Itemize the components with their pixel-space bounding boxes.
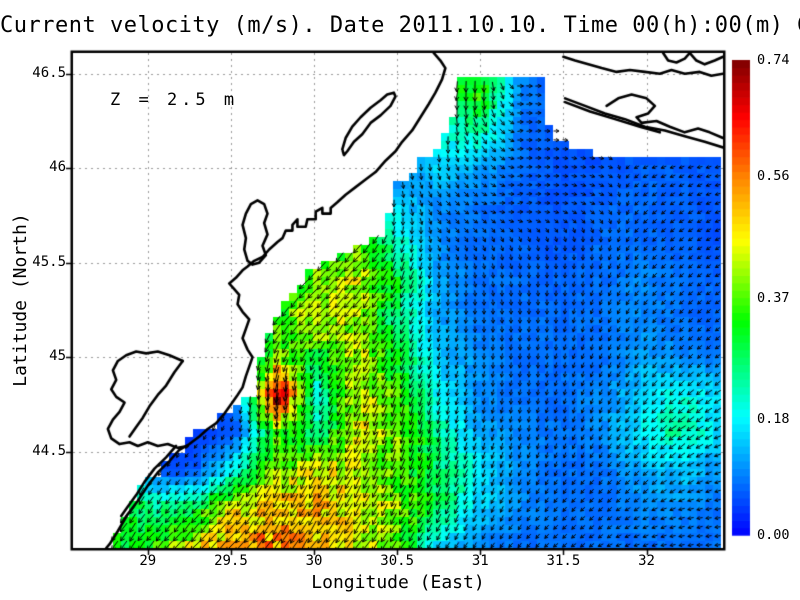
x-axis-label: Longitude (East) xyxy=(311,572,485,593)
x-tick-label: 29.5 xyxy=(214,553,248,569)
chart-title: Current velocity (m/s). Date 2011.10.10.… xyxy=(0,13,800,38)
colorbar-tick-label: 0.18 xyxy=(757,411,790,428)
x-tick-label: 31 xyxy=(471,553,489,569)
y-tick-label: 46.5 xyxy=(32,64,66,81)
y-tick-label: 46 xyxy=(49,159,66,176)
colorbar-tick-label: 0.00 xyxy=(757,527,790,543)
y-tick-label: 45.5 xyxy=(32,253,66,270)
x-tick-label: 31.5 xyxy=(546,553,581,569)
y-tick-label: 45 xyxy=(49,348,66,365)
colorbar-tick-label: 0.37 xyxy=(757,289,790,306)
x-tick-label: 30 xyxy=(305,553,323,569)
y-tick-label: 44.5 xyxy=(32,442,66,459)
x-tick-label: 29 xyxy=(139,553,157,569)
colorbar-tick-label: 0.56 xyxy=(757,167,790,184)
x-tick-label: 32 xyxy=(638,553,655,569)
depth-annotation: Z = 2.5 m xyxy=(110,90,239,110)
colorbar-tick-label: 0.74 xyxy=(757,52,790,68)
x-tick-label: 30.5 xyxy=(380,553,415,569)
